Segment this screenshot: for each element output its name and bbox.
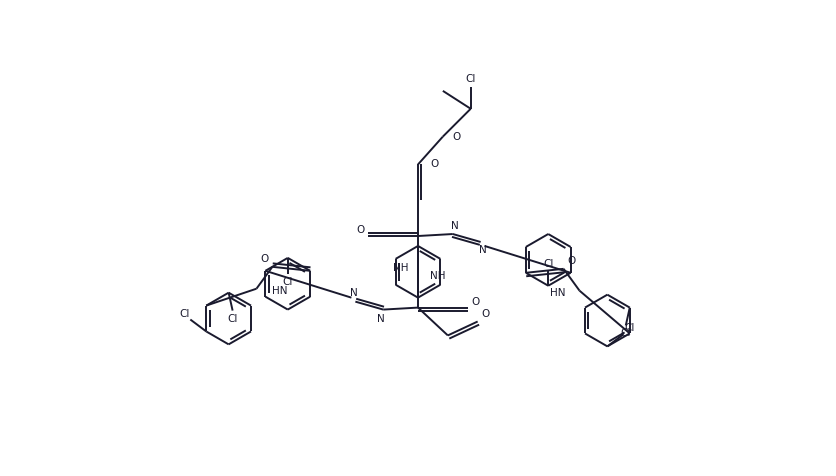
- Text: O: O: [471, 297, 479, 307]
- Text: O: O: [481, 308, 489, 318]
- Text: HN: HN: [549, 288, 565, 298]
- Text: N: N: [377, 314, 385, 324]
- Text: N: N: [478, 245, 486, 255]
- Text: Cl: Cl: [619, 328, 630, 338]
- Text: HN: HN: [272, 286, 288, 296]
- Text: Cl: Cl: [227, 314, 237, 324]
- Text: NH: NH: [392, 263, 408, 273]
- Text: Cl: Cl: [179, 308, 189, 318]
- Text: O: O: [430, 159, 438, 169]
- Text: Cl: Cl: [543, 259, 553, 269]
- Text: Cl: Cl: [465, 74, 476, 84]
- Text: NH: NH: [430, 271, 445, 281]
- Text: N: N: [451, 221, 458, 231]
- Text: N: N: [349, 288, 357, 298]
- Text: O: O: [452, 131, 461, 141]
- Text: O: O: [567, 256, 575, 266]
- Text: Cl: Cl: [283, 277, 293, 287]
- Text: O: O: [356, 225, 364, 235]
- Text: O: O: [260, 254, 268, 264]
- Text: Cl: Cl: [624, 324, 634, 334]
